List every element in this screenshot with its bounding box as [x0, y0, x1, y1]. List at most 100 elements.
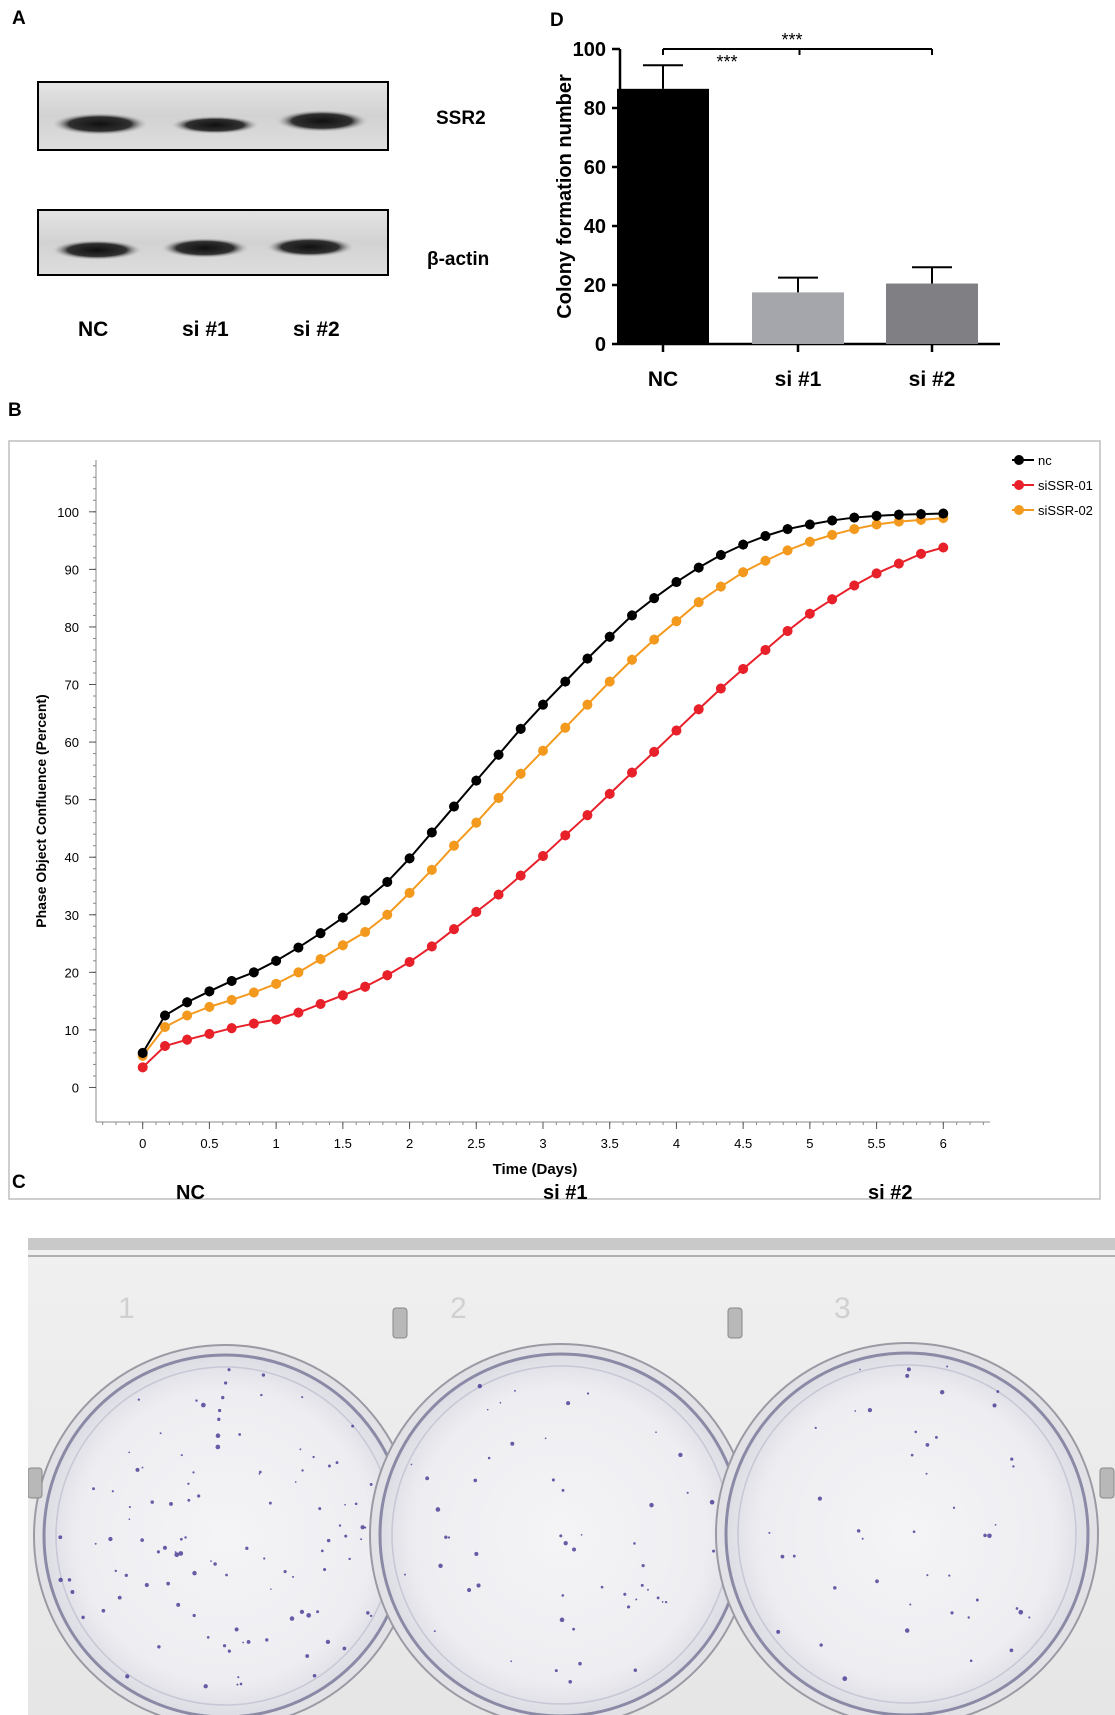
series-point-siSSR-01 [827, 594, 838, 605]
series-point-nc [315, 928, 326, 939]
colony-dot [312, 1455, 315, 1459]
colony-dot [633, 1542, 636, 1545]
series-point-nc [538, 699, 548, 710]
bar-y-tick-label: 100 [573, 39, 606, 61]
series-point-nc [159, 1010, 170, 1021]
series-point-nc [515, 723, 526, 734]
lane-label-nc: NC [78, 318, 109, 341]
plate-tab [392, 1307, 408, 1339]
colony-dot [169, 1501, 173, 1506]
colony-dot [258, 1470, 262, 1474]
bar-y-axis-label: Colony formation number [554, 74, 576, 319]
colony-dot [1009, 1648, 1014, 1653]
colony-dot [217, 1417, 221, 1421]
series-point-siSSR-01 [426, 941, 437, 952]
colony-dot [925, 1472, 928, 1475]
colony-dot [179, 1537, 183, 1541]
series-point-siSSR-02 [671, 616, 682, 627]
colony-dot [342, 1646, 347, 1651]
colony-dot [861, 1537, 864, 1540]
colony-dot [444, 1535, 448, 1539]
series-point-nc [449, 801, 460, 812]
actin-band-si2 [266, 237, 354, 257]
colony-dot [221, 1395, 225, 1400]
series-point-siSSR-02 [471, 817, 482, 828]
colony-dot [859, 1368, 861, 1371]
colony-dot [318, 1507, 322, 1511]
colony-dot [647, 1588, 649, 1591]
series-point-siSSR-02 [404, 887, 415, 898]
colony-dot [299, 1609, 305, 1614]
series-point-siSSR-01 [471, 906, 482, 917]
colony-dot [326, 1538, 331, 1543]
series-point-siSSR-01 [515, 870, 526, 881]
colony-dot [166, 1581, 170, 1586]
colony-dot [180, 1454, 183, 1457]
colony-dot [712, 1549, 716, 1553]
well-label-si2: si #2 [868, 1182, 913, 1204]
series-point-nc [226, 975, 237, 986]
colony-dot [92, 1487, 95, 1491]
colony-dot [360, 1525, 365, 1530]
ssr2-band-nc [52, 113, 148, 135]
colony-dot [623, 1592, 627, 1596]
colony-dot [301, 1396, 304, 1399]
colony-dot [203, 1684, 208, 1689]
bar-1 [752, 292, 844, 344]
colony-dot [939, 1389, 945, 1395]
bar-x-tick-label: si #1 [775, 368, 822, 391]
colony-dot [225, 1573, 228, 1577]
series-point-siSSR-02 [449, 840, 460, 851]
series-point-siSSR-02 [849, 524, 860, 535]
colony-dot [338, 1524, 342, 1527]
series-point-siSSR-01 [916, 548, 927, 559]
colony-dot [780, 1554, 785, 1559]
series-point-nc [426, 827, 437, 838]
line-y-axis-label: Phase Object Confluence (Percent) [33, 694, 49, 927]
colony-dot [499, 1401, 502, 1404]
colony-dot [58, 1577, 63, 1583]
colony-dot [128, 1505, 131, 1509]
colony-dot [237, 1676, 240, 1679]
colony-dot [817, 1496, 822, 1501]
colony-dot [438, 1563, 443, 1569]
series-point-siSSR-01 [137, 1062, 148, 1073]
colony-dot [486, 1408, 489, 1411]
colony-dot [905, 1373, 910, 1378]
colony-dot [992, 1403, 997, 1408]
bar-x-tick-label: si #2 [909, 368, 956, 391]
series-point-nc [604, 631, 615, 642]
colony-dot [935, 1435, 938, 1439]
series-point-siSSR-02 [804, 536, 815, 547]
colony-dot [223, 1381, 228, 1385]
legend-label-siSSR-01: siSSR-01 [1038, 478, 1093, 493]
colony-dot [174, 1552, 180, 1558]
series-point-nc [360, 895, 371, 906]
colony-dot [369, 1482, 373, 1486]
colony-dot [906, 1367, 911, 1372]
series-point-siSSR-01 [337, 990, 348, 1001]
series-point-siSSR-02 [827, 529, 838, 540]
line-y-tick-label: 60 [65, 735, 79, 750]
colony-dot [299, 1448, 302, 1451]
colony-bar-chart: 0 20 40 60 80 100 Colony formation number NC si … [554, 30, 1000, 391]
series-point-siSSR-02 [248, 987, 259, 998]
well-inner-edge [737, 1364, 1077, 1704]
lane-label-si2: si #2 [293, 318, 340, 341]
series-point-siSSR-01 [871, 568, 882, 579]
colony-dot [246, 1640, 251, 1644]
series-point-nc [649, 593, 660, 604]
colony-dot [854, 1410, 857, 1412]
colony-dot [678, 1452, 683, 1458]
colony-dot [348, 1557, 351, 1561]
colony-dot [260, 1393, 263, 1397]
colony-dot [473, 1478, 478, 1483]
colony-dot [875, 1579, 879, 1584]
colony-dot [176, 1602, 181, 1607]
colony-dot [238, 1433, 242, 1436]
plate-tab [28, 1467, 43, 1499]
colony-dot [258, 1472, 261, 1475]
series-point-nc [827, 515, 838, 526]
series-point-siSSR-01 [649, 746, 660, 757]
colony-dot [184, 1536, 187, 1539]
